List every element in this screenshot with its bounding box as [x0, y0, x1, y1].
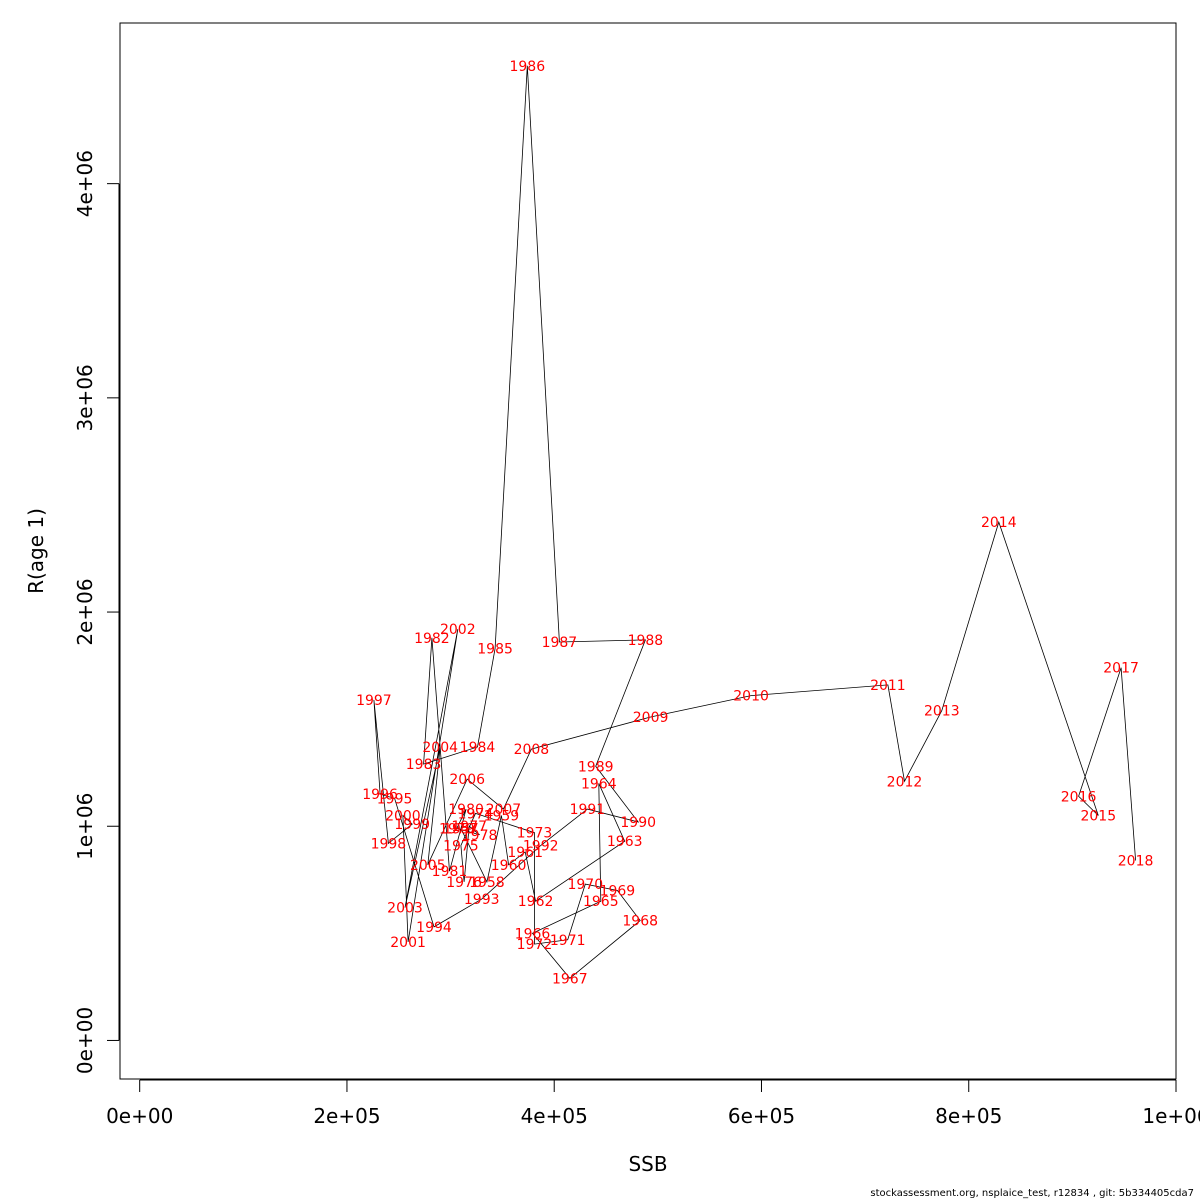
year-label-2015: 2015	[1080, 809, 1116, 825]
year-label-2017: 2017	[1103, 661, 1139, 677]
year-label-1959: 1959	[484, 809, 520, 825]
y-tick-label: 1e+06	[73, 793, 97, 860]
year-label-1977: 1977	[451, 819, 487, 835]
x-axis-title: SSB	[628, 1152, 667, 1176]
year-label-1963: 1963	[607, 834, 643, 850]
year-label-1993: 1993	[464, 892, 500, 908]
year-label-1982: 1982	[414, 631, 450, 647]
year-label-1979: 1979	[439, 821, 475, 837]
year-label-1992: 1992	[523, 839, 559, 855]
year-label-2010: 2010	[733, 689, 769, 705]
year-label-2018: 2018	[1118, 854, 1154, 870]
year-label-1970: 1970	[567, 877, 603, 893]
sr-trajectory-line	[373, 65, 1136, 979]
y-tick-label: 4e+06	[73, 150, 97, 217]
year-label-1962: 1962	[518, 894, 554, 910]
year-label-1969: 1969	[600, 884, 636, 900]
year-label-1990: 1990	[620, 815, 656, 831]
year-label-2012: 2012	[887, 774, 923, 790]
year-label-1986: 1986	[509, 59, 545, 75]
x-tick-label: 8e+05	[935, 1104, 1002, 1128]
year-label-2005: 2005	[410, 858, 446, 874]
year-label-1987: 1987	[542, 635, 578, 651]
year-label-2013: 2013	[924, 704, 960, 720]
x-tick-label: 2e+05	[313, 1104, 380, 1128]
year-label-2009: 2009	[633, 710, 669, 726]
y-axis: 0e+00 1e+06 2e+06 3e+06 4e+06	[73, 150, 120, 1074]
year-label-1961: 1961	[507, 845, 543, 861]
year-label-1980: 1980	[448, 802, 484, 818]
y-tick-label: 3e+06	[73, 364, 97, 431]
year-label-1978: 1978	[462, 828, 498, 844]
year-label-2016: 2016	[1061, 789, 1097, 805]
year-label-2004: 2004	[422, 740, 458, 756]
footer-credit: stockassessment.org, nsplaice_test, r128…	[870, 1188, 1194, 1199]
x-axis: 0e+00 2e+05 4e+05 6e+05 8e+05 1e+06	[106, 1079, 1200, 1128]
year-label-1989: 1989	[578, 759, 614, 775]
year-label-1994: 1994	[416, 920, 452, 936]
year-label-1971: 1971	[550, 933, 586, 949]
year-label-1999: 1999	[394, 817, 430, 833]
year-label-2002: 2002	[440, 622, 476, 638]
x-tick-label: 4e+05	[521, 1104, 588, 1128]
year-label-1988: 1988	[628, 633, 664, 649]
year-label-2001: 2001	[390, 935, 426, 951]
year-label-1967: 1967	[552, 971, 588, 987]
year-label-1996: 1996	[362, 787, 398, 803]
year-label-1991: 1991	[570, 802, 606, 818]
year-label-1960: 1960	[491, 858, 527, 874]
y-tick-label: 0e+00	[73, 1007, 97, 1074]
year-label-1995: 1995	[377, 791, 413, 807]
x-tick-label: 1e+06	[1142, 1104, 1200, 1128]
year-label-1974: 1974	[458, 806, 494, 822]
year-label-1966: 1966	[515, 926, 551, 942]
year-label-1965: 1965	[583, 894, 619, 910]
year-label-1975: 1975	[443, 839, 479, 855]
y-tick-label: 2e+06	[73, 578, 97, 645]
year-label-1985: 1985	[477, 642, 513, 658]
x-tick-label: 0e+00	[106, 1104, 173, 1128]
year-label-1964: 1964	[581, 776, 617, 792]
y-axis-title: R(age 1)	[24, 508, 48, 594]
year-label-2011: 2011	[870, 678, 906, 694]
year-label-1983: 1983	[406, 757, 442, 773]
year-label-1976: 1976	[446, 875, 482, 891]
year-label-1981: 1981	[432, 864, 468, 880]
year-label-1958: 1958	[469, 875, 505, 891]
year-label-2008: 2008	[514, 742, 550, 758]
x-tick-label: 6e+05	[728, 1104, 795, 1128]
year-label-1998: 1998	[371, 836, 407, 852]
year-label-2006: 2006	[449, 772, 485, 788]
plot-frame	[119, 22, 1177, 1080]
year-label-1973: 1973	[517, 826, 553, 842]
year-label-2000: 2000	[385, 809, 421, 825]
year-label-1997: 1997	[356, 693, 392, 709]
year-label-2003: 2003	[387, 901, 423, 917]
year-label-1984: 1984	[460, 740, 496, 756]
year-label-1957: 1957	[443, 821, 479, 837]
year-label-2007: 2007	[486, 802, 522, 818]
year-label-1972: 1972	[517, 937, 553, 953]
year-label-2014: 2014	[981, 515, 1017, 531]
year-label-1968: 1968	[622, 914, 658, 930]
